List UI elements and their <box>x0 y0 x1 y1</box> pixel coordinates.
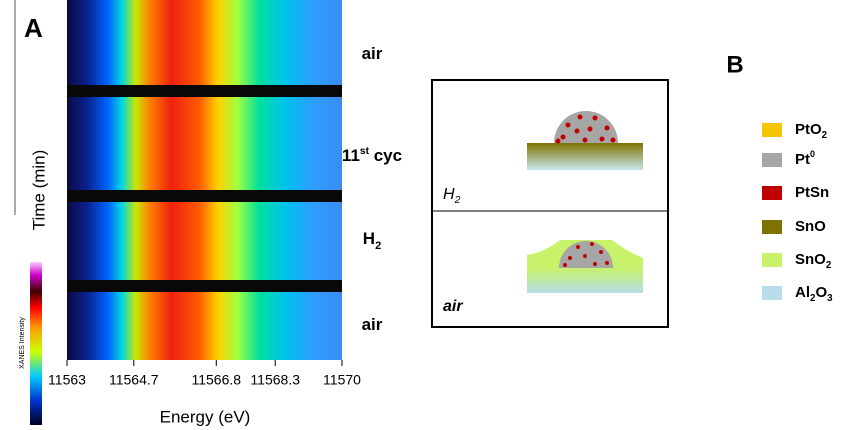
colorbar <box>30 262 42 425</box>
legend-swatch <box>762 186 782 200</box>
label: H2 <box>443 186 461 206</box>
heatmap-area <box>67 0 342 360</box>
x-tick-label: 11564.7 <box>109 372 159 388</box>
label-part: O <box>815 284 827 301</box>
separator <box>67 85 342 97</box>
label-part: PtSn <box>795 184 829 201</box>
legend-swatch <box>762 253 782 267</box>
legend-swatch <box>762 153 782 167</box>
label: SnO <box>795 218 826 235</box>
heatmap <box>67 0 342 360</box>
particle-h2 <box>527 111 643 170</box>
y-axis-label: Time (min) <box>29 150 48 231</box>
substrate <box>527 268 643 293</box>
label-part: 2 <box>375 240 381 252</box>
label: SnO2 <box>795 251 832 271</box>
legend-swatch <box>762 123 782 137</box>
state-labels: H2 air <box>443 186 463 315</box>
label: H2 <box>363 229 381 251</box>
x-axis-label: Energy (eV) <box>160 407 251 426</box>
label: air <box>362 315 383 334</box>
x-axis: 11563 11564.7 11566.8 11568.3 11570 <box>48 360 361 388</box>
panel-label: A <box>24 13 43 43</box>
x-tick-label: 11570 <box>323 372 361 388</box>
legend-swatch <box>762 220 782 234</box>
label: Al2O3 <box>795 284 833 304</box>
label-part: air <box>443 298 463 315</box>
colorbar-label: XANES Intensity <box>19 317 26 369</box>
label-part: cyc <box>369 146 402 165</box>
legend-swatch <box>762 286 782 300</box>
particle-air <box>527 240 643 293</box>
label-part: 3 <box>827 293 833 304</box>
x-tick-label: 11568.3 <box>250 372 300 388</box>
label: 11st cyc <box>342 146 402 165</box>
label: air <box>443 298 463 315</box>
substrate <box>527 143 643 170</box>
label-part: H <box>443 186 455 203</box>
label: PtO2 <box>795 121 828 141</box>
label-part: PtO <box>795 121 822 138</box>
label-part: 2 <box>826 260 832 271</box>
panel-label: B <box>726 51 743 78</box>
segment-labels: air 11st cyc H2 air <box>342 44 402 334</box>
label-part: Al <box>795 284 810 301</box>
label-part: 2 <box>454 195 461 206</box>
label-part: 0 <box>810 149 815 159</box>
label-part: SnO <box>795 218 826 235</box>
x-tick-label: 11566.8 <box>191 372 241 388</box>
page: {"chart_data": {"type": "heatmap", "pane… <box>0 0 847 430</box>
label: Pt0 <box>795 149 815 168</box>
label-part: Pt <box>795 151 810 168</box>
label: air <box>362 44 383 63</box>
label-part: H <box>363 229 375 248</box>
figure: A Time (min) XANES Intensity Energy (eV)… <box>0 0 847 430</box>
separator <box>67 280 342 292</box>
label: PtSn <box>795 184 829 201</box>
label-part: SnO <box>795 251 826 268</box>
separator <box>67 190 342 202</box>
x-tick-label: 11563 <box>48 372 86 388</box>
label-part: 11 <box>342 146 360 165</box>
label-part: 2 <box>822 130 828 141</box>
label-part: air <box>362 315 383 334</box>
label-part: air <box>362 44 383 63</box>
